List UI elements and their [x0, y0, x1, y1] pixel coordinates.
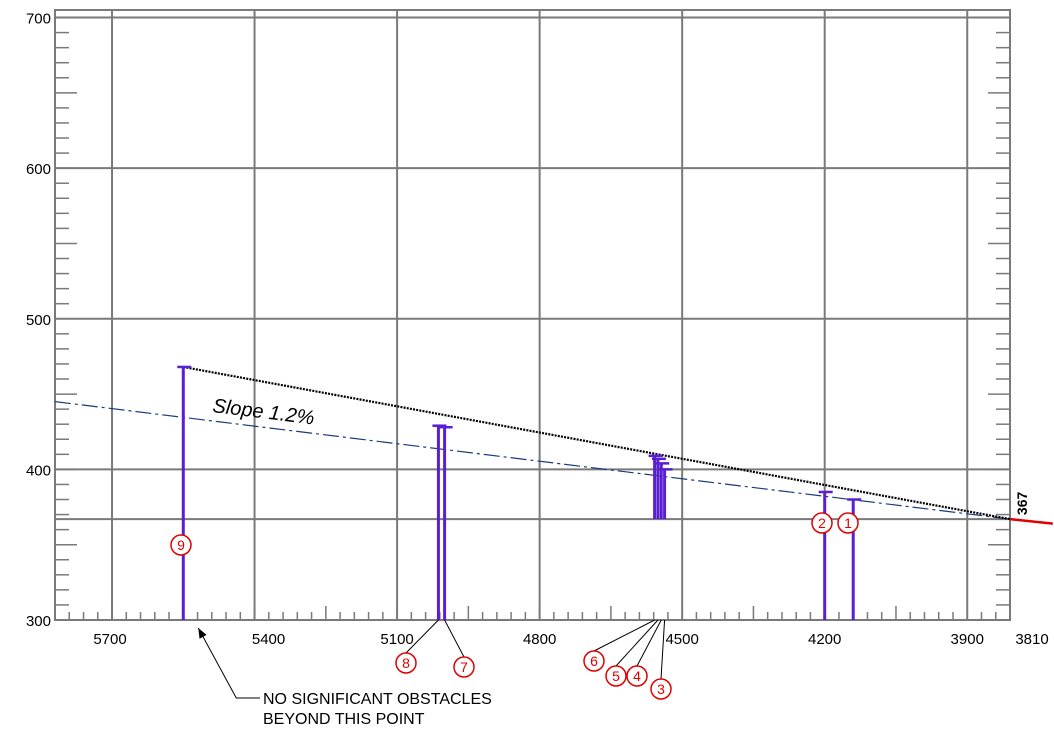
callout-leader	[660, 619, 666, 680]
callout-circle	[837, 512, 859, 534]
annotation-leader	[197, 627, 260, 699]
extension-line	[1009, 517, 1053, 525]
y-tick-label: 700	[26, 11, 51, 28]
callout-number: 6	[590, 653, 598, 669]
y-tick-label: 400	[26, 462, 51, 479]
reference-elevation-label: 367	[1014, 492, 1030, 516]
annotation: NO SIGNIFICANT OBSTACLES BEYOND THIS POI…	[197, 627, 492, 728]
profile-lines: Slope 1.2%	[54, 365, 1053, 525]
callout-number: 7	[460, 659, 468, 675]
annotation-arrowhead	[198, 628, 207, 639]
slope-label: Slope 1.2%	[211, 395, 315, 429]
callout-circle	[811, 512, 833, 534]
callout-number: 1	[844, 515, 852, 531]
callout-circle	[650, 678, 672, 700]
x-tick-label: 4800	[523, 631, 556, 648]
callout-number: 2	[818, 515, 826, 531]
callout-number: 3	[657, 681, 665, 697]
minor-ticks	[54, 16, 1011, 621]
grid	[54, 9, 1011, 621]
annotation-line-2: BEYOND THIS POINT	[263, 711, 425, 728]
callout-circle	[626, 665, 648, 687]
callout-circle	[583, 650, 605, 672]
callout-circle	[395, 652, 417, 674]
callout-leader	[615, 619, 659, 667]
plot-border	[54, 9, 1011, 621]
callout-circle	[170, 534, 192, 556]
x-tick-label: 3900	[951, 631, 984, 648]
callout-leader	[593, 619, 655, 652]
slope-line	[54, 401, 1011, 520]
callout-number: 8	[402, 655, 410, 671]
axis-labels: 300 400 500 600 700 5700 5400 5100 4800 4500 4200 3…	[26, 11, 1049, 648]
y-tick-label: 600	[26, 161, 51, 178]
x-tick-label: 4500	[665, 631, 698, 648]
callout-circle	[453, 656, 475, 678]
callout-leader	[636, 619, 662, 667]
callout-circle	[605, 665, 627, 687]
obstacles	[177, 365, 862, 620]
y-tick-label: 500	[26, 312, 51, 329]
callout-leader	[405, 619, 439, 654]
callout-leader	[444, 619, 465, 658]
x-tick-label: 3810	[1015, 631, 1048, 648]
x-tick-label: 5400	[252, 631, 285, 648]
callout-number: 4	[633, 668, 641, 684]
x-tick-label: 5700	[93, 631, 126, 648]
surface-line	[183, 365, 1011, 521]
x-tick-label: 4200	[808, 631, 841, 648]
callout-number: 5	[612, 668, 620, 684]
y-tick-label: 300	[26, 613, 51, 630]
x-tick-label: 5100	[380, 631, 413, 648]
annotation-line-1: NO SIGNIFICANT OBSTACLES	[263, 691, 492, 708]
callout-number: 9	[177, 537, 185, 553]
